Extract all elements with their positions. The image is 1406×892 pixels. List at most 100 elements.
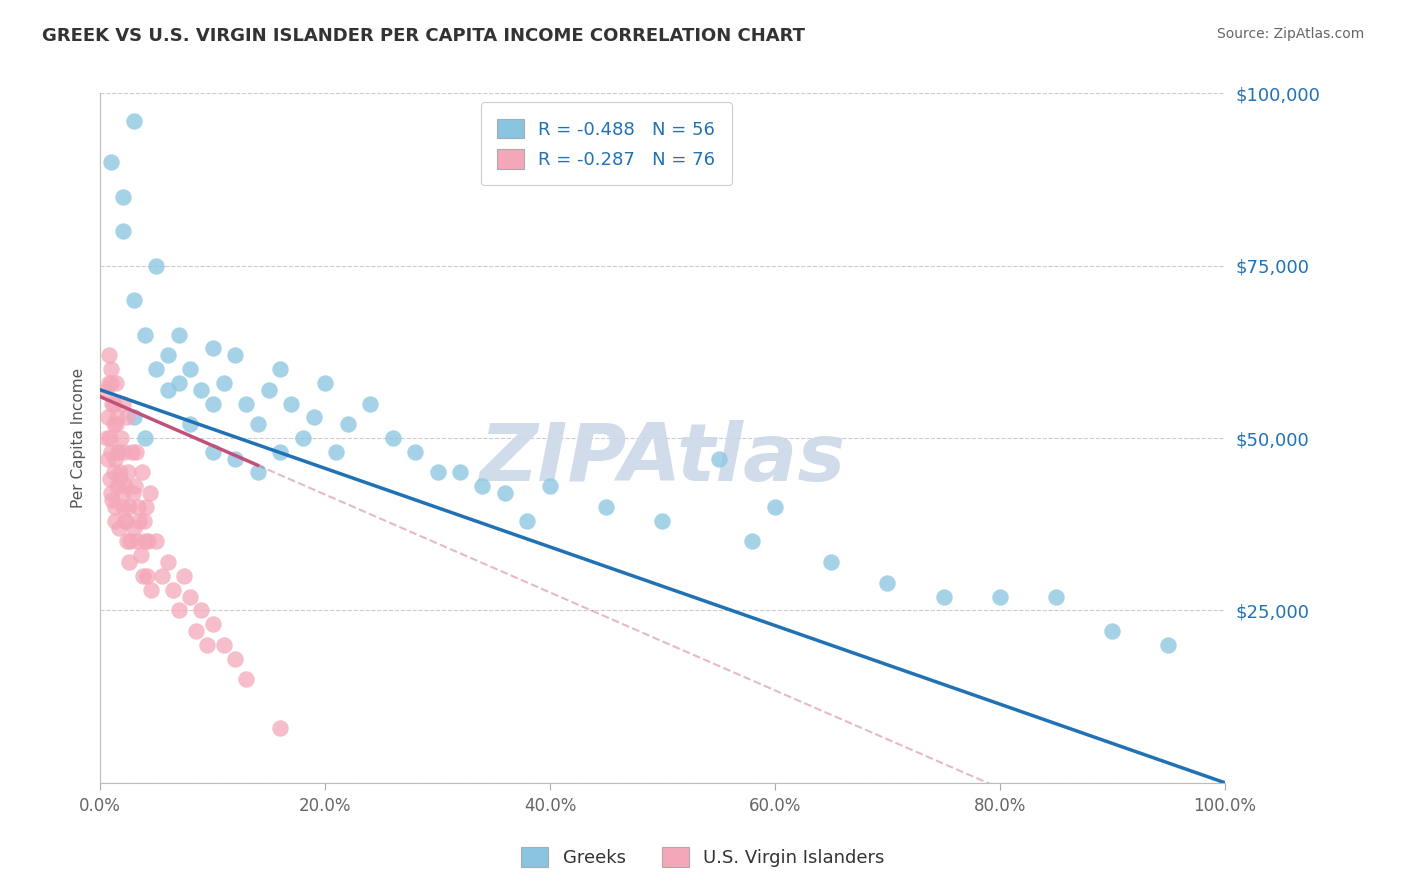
Point <box>156 555 179 569</box>
Point <box>97 410 120 425</box>
Point <box>269 362 291 376</box>
Point <box>246 417 269 432</box>
Point <box>707 451 730 466</box>
Point <box>103 396 125 410</box>
Point <box>114 479 136 493</box>
Point <box>404 445 426 459</box>
Point <box>201 396 224 410</box>
Point <box>269 721 291 735</box>
Point <box>115 514 138 528</box>
Point <box>94 383 117 397</box>
Point <box>212 638 235 652</box>
Point <box>280 396 302 410</box>
Point <box>122 293 145 307</box>
Point <box>100 155 122 169</box>
Point <box>135 500 157 514</box>
Point <box>100 362 122 376</box>
Point <box>201 617 224 632</box>
Point <box>121 445 143 459</box>
Point <box>224 651 246 665</box>
Point <box>212 376 235 390</box>
Point <box>179 590 201 604</box>
Point <box>224 451 246 466</box>
Point <box>179 417 201 432</box>
Point <box>195 638 218 652</box>
Point <box>932 590 955 604</box>
Point <box>156 383 179 397</box>
Point <box>494 486 516 500</box>
Point <box>98 348 121 362</box>
Point <box>110 431 132 445</box>
Point <box>104 514 127 528</box>
Point <box>101 396 124 410</box>
Point <box>105 410 128 425</box>
Point <box>111 224 134 238</box>
Point <box>117 466 139 480</box>
Point <box>118 500 141 514</box>
Point <box>145 534 167 549</box>
Point <box>111 500 134 514</box>
Point <box>134 534 156 549</box>
Point <box>336 417 359 432</box>
Point <box>136 569 159 583</box>
Text: ZIPAtlas: ZIPAtlas <box>479 420 845 498</box>
Point <box>112 445 135 459</box>
Point <box>110 466 132 480</box>
Point <box>1157 638 1180 652</box>
Point <box>111 396 134 410</box>
Point <box>167 603 190 617</box>
Point <box>96 431 118 445</box>
Point <box>122 114 145 128</box>
Text: Source: ZipAtlas.com: Source: ZipAtlas.com <box>1216 27 1364 41</box>
Legend: R = -0.488   N = 56, R = -0.287   N = 76: R = -0.488 N = 56, R = -0.287 N = 76 <box>481 103 731 186</box>
Point <box>108 521 131 535</box>
Point <box>120 534 142 549</box>
Legend: Greeks, U.S. Virgin Islanders: Greeks, U.S. Virgin Islanders <box>515 839 891 874</box>
Point <box>122 410 145 425</box>
Point <box>876 575 898 590</box>
Point <box>104 451 127 466</box>
Point <box>820 555 842 569</box>
Point <box>235 673 257 687</box>
Point <box>139 582 162 597</box>
Point <box>127 534 149 549</box>
Point <box>131 466 153 480</box>
Point <box>132 514 155 528</box>
Point <box>156 348 179 362</box>
Point <box>179 362 201 376</box>
Point <box>201 342 224 356</box>
Point <box>129 548 152 562</box>
Y-axis label: Per Capita Income: Per Capita Income <box>72 368 86 508</box>
Point <box>138 486 160 500</box>
Point <box>449 466 471 480</box>
Point <box>118 555 141 569</box>
Point <box>381 431 404 445</box>
Point <box>302 410 325 425</box>
Point <box>1045 590 1067 604</box>
Point <box>104 500 127 514</box>
Point <box>246 466 269 480</box>
Point <box>167 327 190 342</box>
Point <box>111 190 134 204</box>
Point <box>107 445 129 459</box>
Point <box>741 534 763 549</box>
Point <box>114 514 136 528</box>
Point <box>235 396 257 410</box>
Point <box>100 486 122 500</box>
Point <box>150 569 173 583</box>
Point <box>763 500 786 514</box>
Point <box>595 500 617 514</box>
Point <box>97 451 120 466</box>
Point <box>104 376 127 390</box>
Point <box>128 514 150 528</box>
Point <box>115 534 138 549</box>
Point <box>111 486 134 500</box>
Point <box>98 472 121 486</box>
Point <box>145 362 167 376</box>
Point <box>1101 624 1123 638</box>
Point <box>257 383 280 397</box>
Point <box>134 327 156 342</box>
Point <box>988 590 1011 604</box>
Point <box>124 479 146 493</box>
Point <box>125 445 148 459</box>
